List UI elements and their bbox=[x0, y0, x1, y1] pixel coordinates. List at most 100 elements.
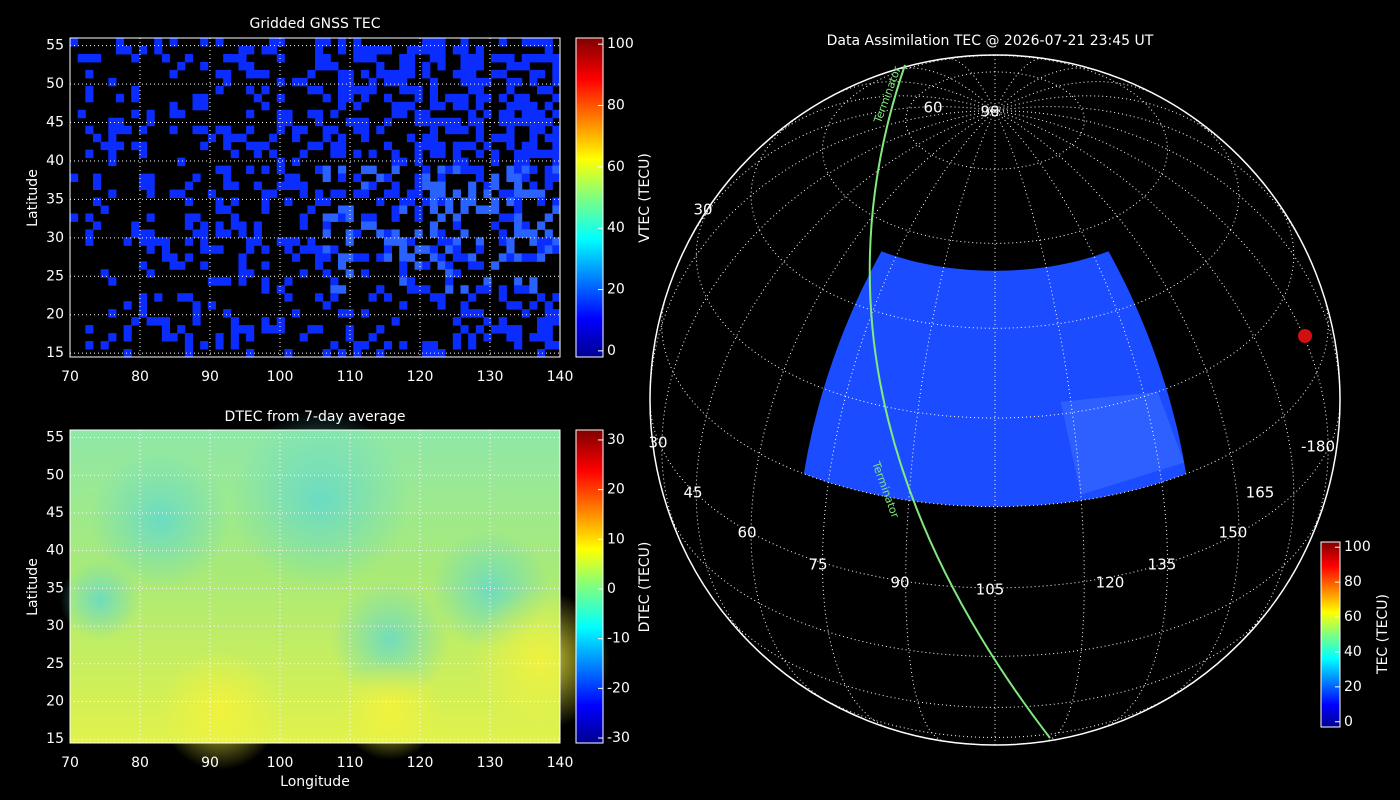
meridian bbox=[831, 81, 996, 112]
tec-cell bbox=[468, 309, 477, 318]
tec-cell bbox=[315, 117, 324, 127]
graticule-label: -180 bbox=[1301, 438, 1335, 456]
tec-cell bbox=[337, 133, 347, 143]
tec-cell bbox=[330, 141, 339, 151]
tec-cell bbox=[399, 341, 408, 350]
tec-cell bbox=[207, 189, 216, 198]
tec-cell bbox=[483, 181, 492, 191]
tec-cell bbox=[238, 133, 247, 143]
tec-cell bbox=[292, 125, 301, 135]
tec-cell bbox=[337, 261, 347, 270]
tec-cell bbox=[284, 173, 293, 183]
y-tick-label: 50 bbox=[46, 467, 64, 483]
tec-cell bbox=[406, 101, 416, 111]
tec-cell bbox=[445, 237, 454, 246]
tec-cell bbox=[521, 149, 530, 159]
tec-cell bbox=[429, 141, 438, 151]
tec-cell bbox=[345, 237, 354, 246]
tec-cell bbox=[544, 165, 553, 175]
tec-cell bbox=[506, 189, 515, 198]
tec-cell bbox=[315, 61, 324, 71]
tec-cell bbox=[391, 237, 400, 246]
tec-cell bbox=[514, 253, 523, 262]
tec-cell bbox=[261, 189, 270, 198]
colorbar bbox=[1320, 541, 1341, 728]
tec-cell bbox=[184, 197, 193, 206]
tec-cell bbox=[284, 237, 293, 246]
tec-cell bbox=[184, 237, 193, 246]
tec-cell bbox=[261, 101, 270, 111]
tec-cell bbox=[337, 77, 347, 87]
tec-cell bbox=[215, 333, 224, 342]
tec-cell bbox=[406, 61, 416, 71]
tec-cell bbox=[330, 245, 339, 254]
tec-cell bbox=[483, 317, 492, 326]
tec-cell bbox=[529, 277, 538, 286]
tec-cell bbox=[292, 237, 301, 246]
tec-cell bbox=[498, 317, 507, 326]
tec-cell bbox=[399, 157, 408, 167]
tec-cell bbox=[475, 45, 484, 55]
tec-cell bbox=[146, 269, 155, 278]
tec-cell bbox=[315, 141, 324, 151]
tec-cell bbox=[184, 293, 193, 302]
tec-cell bbox=[460, 205, 469, 214]
tec-cell bbox=[299, 245, 308, 254]
tec-cell bbox=[253, 221, 262, 230]
tec-cell bbox=[460, 197, 469, 206]
tec-cell bbox=[529, 117, 538, 127]
tec-cell bbox=[376, 125, 385, 135]
tec-cell bbox=[238, 229, 247, 238]
tec-cell bbox=[161, 253, 171, 262]
tec-cell bbox=[498, 69, 507, 79]
tec-cell bbox=[360, 269, 370, 278]
tec-cell bbox=[368, 165, 377, 175]
colorbar-tick-label: 80 bbox=[1344, 574, 1362, 590]
tec-cell bbox=[383, 77, 393, 87]
tec-cell bbox=[169, 101, 178, 111]
tec-cell bbox=[475, 117, 484, 127]
tec-cell bbox=[437, 141, 446, 151]
tec-cell bbox=[77, 109, 86, 119]
tec-cell bbox=[307, 109, 316, 119]
tec-cell bbox=[468, 333, 477, 342]
tec-cell bbox=[200, 341, 209, 350]
tec-cell bbox=[154, 45, 163, 55]
meridian bbox=[994, 67, 1097, 112]
tec-cell bbox=[322, 61, 331, 71]
tec-cell bbox=[85, 325, 94, 334]
tec-cell bbox=[330, 125, 339, 135]
tec-cell bbox=[391, 69, 400, 79]
tec-cell bbox=[138, 173, 148, 183]
tec-cell bbox=[138, 229, 148, 238]
tec-cell bbox=[506, 245, 515, 254]
tec-cell bbox=[238, 61, 247, 71]
tec-cell bbox=[161, 237, 171, 246]
tec-cell bbox=[292, 77, 301, 87]
tec-cell bbox=[383, 245, 393, 254]
tec-cell bbox=[108, 125, 117, 135]
tec-cell bbox=[322, 197, 331, 206]
tec-cell bbox=[192, 93, 201, 103]
tec-cell bbox=[353, 85, 362, 95]
tec-cell bbox=[177, 109, 186, 119]
meridian bbox=[994, 110, 1341, 390]
tec-cell bbox=[307, 245, 316, 254]
tec-cell bbox=[276, 165, 285, 175]
tec-cell bbox=[177, 189, 186, 198]
parallel bbox=[810, 691, 1180, 738]
tec-cell bbox=[261, 165, 270, 175]
tec-cell bbox=[161, 53, 171, 63]
tec-cell bbox=[399, 237, 408, 246]
tec-cell bbox=[552, 77, 561, 87]
tec-cell bbox=[345, 229, 354, 238]
colorbar bbox=[575, 37, 604, 358]
tec-cell bbox=[391, 149, 400, 159]
tec-cell bbox=[276, 93, 285, 103]
colorbar-tick-label: 0 bbox=[607, 343, 616, 359]
tec-cell bbox=[514, 285, 523, 294]
tec-cell bbox=[299, 149, 308, 159]
tec-cell bbox=[154, 293, 163, 302]
tec-cell bbox=[437, 53, 446, 63]
tec-cell bbox=[514, 277, 523, 286]
